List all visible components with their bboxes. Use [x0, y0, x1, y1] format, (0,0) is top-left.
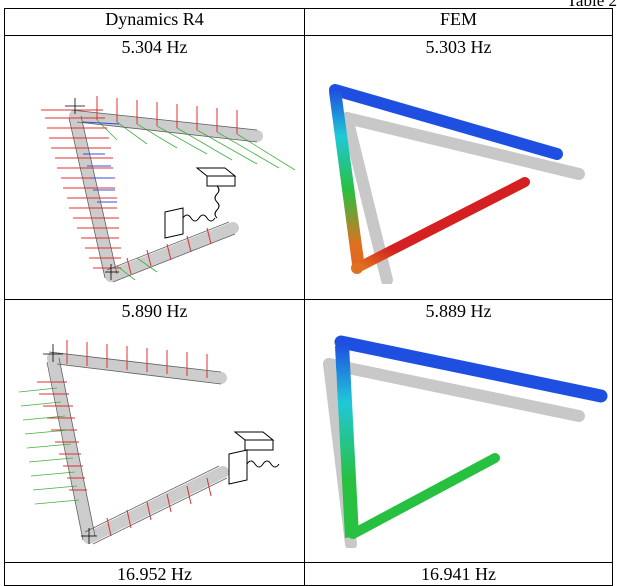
- table-row: 16.952 Hz 16.941 Hz: [4, 562, 613, 586]
- frequency-label: 16.952 Hz: [117, 564, 192, 584]
- column-header-dynamics-r4: Dynamics R4: [4, 8, 305, 36]
- frequency-label: 16.941 Hz: [421, 564, 496, 584]
- header-row: Dynamics R4 FEM: [4, 8, 613, 36]
- table-row: 5.304 Hz: [4, 35, 613, 300]
- comparison-table: Dynamics R4 FEM 5.304 Hz: [4, 8, 613, 586]
- table-caption: Table 2: [566, 0, 617, 10]
- r4-cell-mode-2: 5.890 Hz: [4, 298, 305, 563]
- frequency-label: 5.303 Hz: [425, 37, 492, 57]
- fem-contour-mode-shape-figure: [322, 335, 607, 548]
- frequency-label: 5.304 Hz: [121, 37, 188, 57]
- column-header-fem: FEM: [304, 8, 613, 36]
- r4-cell-mode-1: 5.304 Hz: [4, 35, 305, 300]
- fem-contour-mode-shape-figure: [328, 84, 585, 284]
- wireframe-mode-shape-figure: [18, 339, 279, 544]
- fem-cell-mode-3: 16.941 Hz: [304, 562, 613, 586]
- r4-cell-mode-3: 16.952 Hz: [4, 562, 305, 586]
- frequency-label: 5.890 Hz: [121, 300, 188, 321]
- table-row: 5.890 Hz: [4, 298, 613, 563]
- frequency-label: 5.889 Hz: [425, 300, 492, 321]
- wireframe-mode-shape-figure: [40, 96, 295, 283]
- fem-cell-mode-2: 5.889 Hz: [304, 298, 613, 563]
- fem-cell-mode-1: 5.303 Hz: [304, 35, 613, 300]
